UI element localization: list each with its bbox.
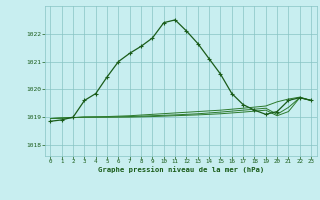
X-axis label: Graphe pression niveau de la mer (hPa): Graphe pression niveau de la mer (hPa)	[98, 166, 264, 173]
